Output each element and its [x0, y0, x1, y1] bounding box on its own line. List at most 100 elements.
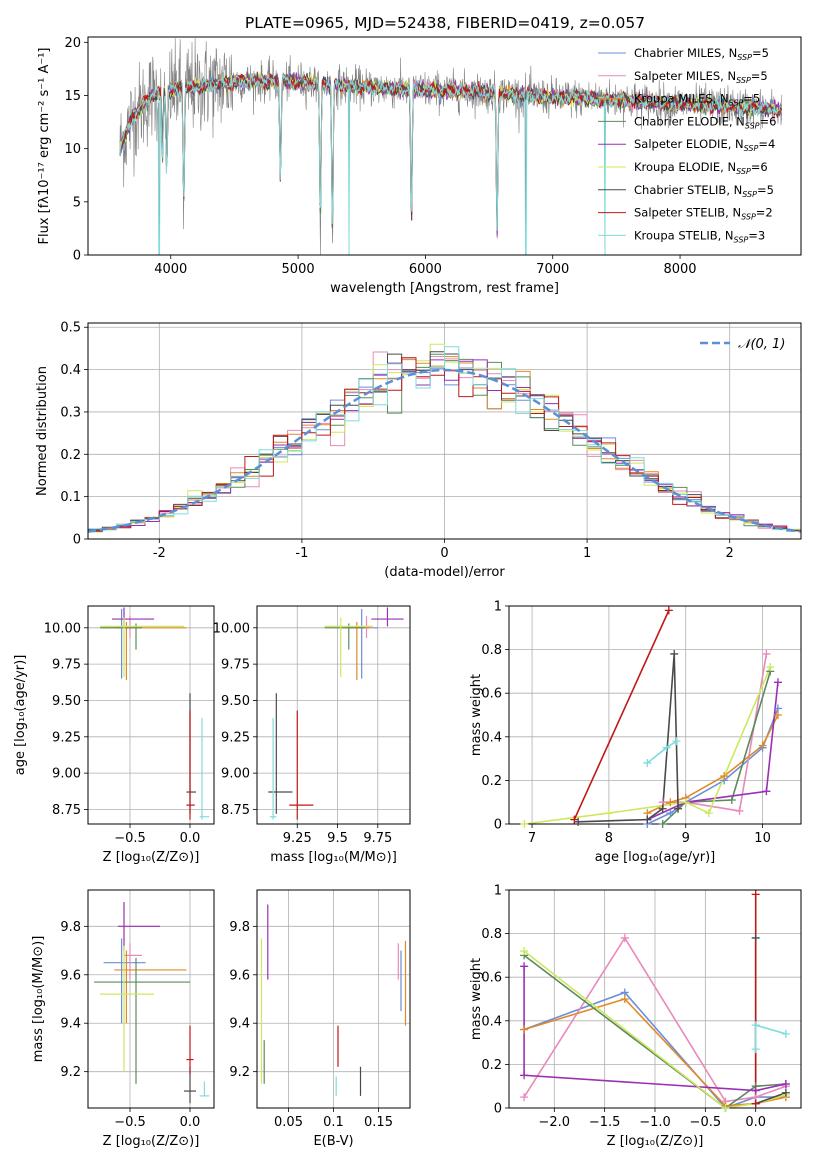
residuals-xtick-label: -2: [153, 546, 166, 561]
age-vs-Z-ytick-label: 10.00: [44, 621, 81, 636]
legend-model: Kroupa STELIB: [634, 228, 718, 242]
legend-n: , N: [713, 92, 729, 106]
mass-vs-Z-xtick-label: 0.0: [180, 1115, 201, 1130]
weight-series-line: [523, 991, 786, 1108]
legend-n: , N: [718, 228, 734, 242]
spectrum-legend-label: Salpeter ELODIE, NSSP=4: [634, 137, 775, 153]
weight-vs-age-ytick-label: 0.8: [481, 643, 502, 658]
age-vs-mass-ytick-label: 9.50: [221, 694, 250, 709]
legend-n: , N: [726, 183, 742, 197]
weight-point-marker: [735, 806, 744, 815]
legend-n: , N: [725, 206, 741, 220]
legend-nssp: =5: [751, 69, 768, 83]
weight-series-line: [646, 682, 779, 821]
legend-ssp-subscript: SSP: [736, 167, 751, 176]
weight-point-marker: [751, 1021, 760, 1030]
legend-ssp-subscript: SSP: [729, 99, 744, 108]
weight-vs-Z-ylabel: mass weight: [469, 958, 484, 1040]
spectrum-ytick-label: 5: [73, 195, 81, 210]
weight-vs-age-xtick-label: 7: [528, 831, 536, 846]
weight-point-marker: [672, 737, 681, 746]
spectrum-legend-label: Chabrier ELODIE, NSSP=6: [634, 114, 776, 130]
age-vs-mass-plot-area: [268, 607, 404, 820]
mass-vs-EBV-xtick-label: 0.1: [323, 1115, 344, 1130]
residuals-ytick-label: 0.2: [60, 448, 81, 463]
spectrum-xtick-label: 8000: [663, 262, 696, 277]
weight-point-marker: [520, 947, 529, 956]
spectrum-ytick-label: 0: [73, 249, 81, 264]
weight-vs-age-ytick-label: 0: [494, 818, 502, 833]
age-vs-mass-frame: [256, 605, 411, 825]
mass-vs-EBV-plot-area: [260, 904, 407, 1096]
weight-point-marker: [643, 758, 652, 767]
legend-ssp-subscript: SSP: [734, 235, 749, 244]
weight-vs-age-ytick-label: 0.2: [481, 774, 502, 789]
residuals-xtick-label: 1: [583, 546, 591, 561]
spectrum-legend-label: Kroupa ELODIE, NSSP=6: [634, 160, 768, 176]
legend-n: , N: [729, 114, 745, 128]
age-vs-Z-plot-area: [100, 607, 210, 820]
weight-vs-age-ylabel: mass weight: [469, 674, 484, 756]
weight-vs-Z-axes: −2.0 −1.5 −1.0 −0.5 0.0 0 0.2 0.4 0.6 0.8 1 Z [log₁…: [469, 884, 802, 1149]
weight-point-marker: [643, 815, 652, 824]
spectrum-model-line: [119, 73, 782, 225]
weight-series-line: [523, 950, 787, 1108]
mass-vs-EBV-xlabel: E(B-V): [313, 1134, 353, 1149]
residuals-axes: -2 -1 0 1 2 0 0.1 0.2 0.3 0.4 0.5 (data-model)/erro…: [35, 321, 802, 580]
weight-point-marker: [751, 1099, 760, 1108]
legend-model: Chabrier MILES: [634, 46, 721, 60]
residuals-xtick-label: 2: [726, 546, 734, 561]
normal-curve: [88, 368, 801, 533]
weight-series-line: [646, 714, 779, 814]
mass-vs-EBV-frame: [256, 889, 411, 1109]
legend-nssp: =5: [743, 92, 760, 106]
residuals-ytick-label: 0.3: [60, 405, 81, 420]
weight-vs-Z-frame: [508, 889, 802, 1109]
weight-point-marker: [620, 995, 629, 1003]
age-vs-Z-ytick-label: 9.25: [52, 730, 81, 745]
residuals-plot-area: [88, 343, 801, 533]
weight-point-marker: [570, 815, 579, 824]
spectrum-xtick-label: 7000: [536, 262, 569, 277]
weight-point-marker: [766, 663, 775, 672]
residuals-xtick-label: -1: [295, 546, 308, 561]
weight-vs-Z-xtick-label: −0.5: [690, 1115, 722, 1130]
residuals-frame: [87, 322, 802, 540]
legend-nssp: =6: [751, 160, 768, 174]
weight-point-marker: [773, 678, 782, 687]
weight-vs-age-ytick-label: 1: [494, 600, 502, 615]
legend-model: Salpeter MILES: [634, 69, 720, 83]
weight-point-marker: [674, 804, 683, 813]
mass-vs-EBV-axes: 0.05 0.1 0.15 9.2 9.4 9.6 9.8 E(B-V): [229, 889, 411, 1149]
age-vs-Z-ytick-label: 9.50: [52, 694, 81, 709]
residuals-ytick-label: 0.1: [60, 490, 81, 505]
legend-model: Chabrier STELIB: [634, 183, 726, 197]
legend-nssp: =2: [756, 206, 773, 220]
mass-vs-EBV-ytick-label: 9.4: [229, 1017, 250, 1032]
legend-ssp-subscript: SSP: [744, 144, 759, 153]
weight-point-marker: [781, 1088, 790, 1097]
legend-n: , N: [721, 46, 737, 60]
weight-series-line: [523, 966, 787, 1092]
weight-point-marker: [721, 1104, 730, 1112]
age-vs-Z-ytick-label: 8.75: [52, 803, 81, 818]
age-vs-Z-xlabel: Z [log₁₀(Z/Z⊙)]: [103, 850, 200, 865]
weight-vs-age-xtick-label: 10: [754, 831, 771, 846]
spectrum-plot-area: [119, 38, 783, 255]
weight-point-marker: [727, 796, 736, 805]
age-vs-mass-xtick-label: 9.75: [363, 831, 392, 846]
legend-model: Kroupa MILES: [634, 92, 713, 106]
spectrum-legend-label: Salpeter STELIB, NSSP=2: [634, 206, 773, 222]
spectrum-frame: [87, 36, 802, 256]
spectrum-xtick-label: 6000: [409, 262, 442, 277]
weight-series-line: [573, 610, 670, 820]
spectrum-legend-label: Kroupa MILES, NSSP=5: [634, 92, 760, 108]
legend-nssp: =5: [752, 46, 769, 60]
weight-point-marker: [670, 649, 679, 658]
weight-point-marker: [658, 804, 667, 813]
legend-ssp-subscript: SSP: [741, 213, 756, 222]
weight-vs-age-ytick-label: 0.6: [481, 687, 502, 702]
residuals-ylabel: Normed distribution: [35, 366, 50, 496]
